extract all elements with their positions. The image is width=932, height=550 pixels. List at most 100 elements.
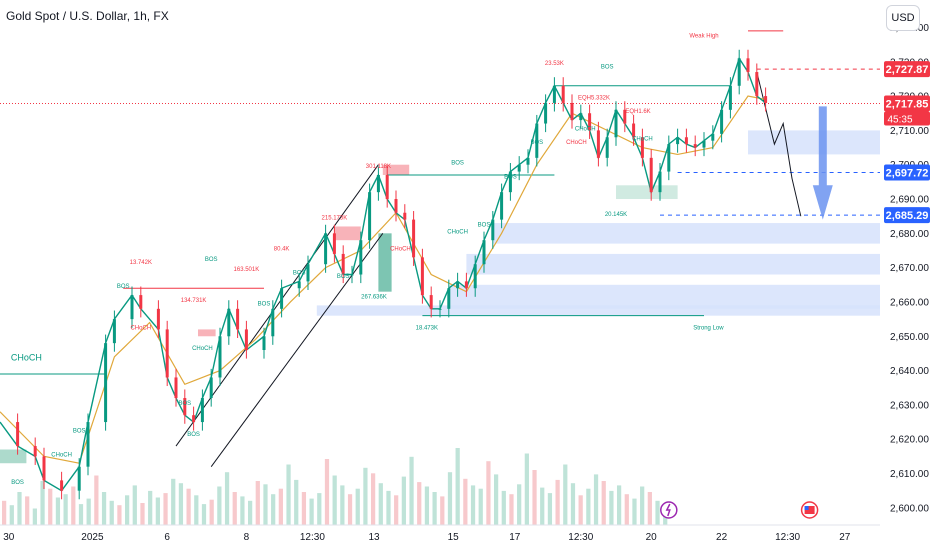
candle-body <box>649 157 653 193</box>
volume-bar <box>578 495 583 525</box>
20-145k-label: 20.145K <box>605 212 627 218</box>
volume-bar <box>286 464 291 525</box>
candle-body <box>728 85 732 110</box>
x-axis[interactable]: 30 2025 6 8 12:30 13 15 17 12:30 20 22 12:30 27 <box>0 524 880 543</box>
candle-body <box>438 308 442 310</box>
volume-bar <box>9 505 14 525</box>
candle-body <box>526 157 530 165</box>
y-tick-label: 2,710.00 <box>890 126 929 137</box>
candle-body <box>420 257 424 296</box>
bos-label: BOS <box>451 161 464 167</box>
volume-bar <box>155 497 160 525</box>
price-tag-label: 2,727.87 <box>886 64 929 76</box>
zone-6 <box>0 449 27 464</box>
bos-label: BOS <box>337 274 350 280</box>
candle-body <box>271 308 275 337</box>
candle-body <box>403 212 407 220</box>
volume-bar <box>40 481 45 525</box>
candle-body <box>447 288 451 309</box>
volume-bar <box>2 500 7 525</box>
volume-bar <box>332 475 337 525</box>
volume-bar <box>224 472 230 525</box>
volume-bar <box>447 472 453 525</box>
candle-body <box>112 319 116 344</box>
candle-body <box>165 329 169 378</box>
candle-body <box>209 377 213 399</box>
price-series <box>0 49 768 500</box>
y-tick-label: 2,680.00 <box>890 229 929 240</box>
price-tag-bg <box>884 61 930 78</box>
candle-body <box>570 102 574 121</box>
volume-bar <box>148 490 153 525</box>
volume-bar <box>355 488 360 525</box>
price-tag-bg <box>884 207 930 224</box>
bos-label: BOS <box>73 428 86 434</box>
bos-label: BOS <box>11 480 24 486</box>
choch-label: CHoCH <box>575 126 596 132</box>
volume-bar <box>309 498 314 525</box>
zone-7 <box>378 233 392 292</box>
volume-bar <box>178 483 184 525</box>
301-118k-label: 301.118K <box>366 164 391 170</box>
volume-bar <box>217 486 222 525</box>
volume-bar <box>186 488 191 525</box>
volume-bar <box>271 494 276 525</box>
x-tick-label: 27 <box>839 532 851 543</box>
supply-demand-zones <box>0 130 880 464</box>
candle-body <box>711 133 715 141</box>
y-tick-label: 2,650.00 <box>890 332 929 343</box>
y-axis[interactable]: 2,600.00 2,610.00 2,620.00 2,630.00 2,640.00… <box>880 0 932 550</box>
candle-body <box>746 58 750 73</box>
structure-annotations: CHoCH BOS CHoCH BOS BOS 13.742K CHoCH BOS 134.73… <box>11 34 724 486</box>
candle-body <box>86 422 90 467</box>
candle-body <box>280 288 284 309</box>
volume-bar <box>124 495 130 525</box>
zone-0 <box>748 130 880 155</box>
volume-bar <box>340 485 345 525</box>
candle-body <box>623 109 627 124</box>
volume-bar <box>370 473 376 525</box>
volume-bar <box>555 479 560 525</box>
candle-body <box>508 171 512 193</box>
candle-body <box>693 144 697 148</box>
candle-body <box>60 480 64 491</box>
candle-body <box>218 336 222 378</box>
zone-4 <box>316 305 880 316</box>
price-labels: 2,727.87 2,717.85 2,697.72 2,685.29 45:35 <box>884 61 930 224</box>
candle-body <box>482 240 486 265</box>
eqh5-332k-label: EQH5.332K <box>578 96 610 102</box>
zone-8 <box>382 164 410 175</box>
80-4k-label: 80.4K <box>274 246 290 252</box>
channel-lower-line <box>210 233 384 467</box>
x-tick-label: 12:30 <box>300 532 325 543</box>
choch-label: CHoCH <box>566 140 587 146</box>
volume-bar <box>532 470 537 525</box>
candle-body <box>632 123 636 138</box>
x-tick-label: 20 <box>646 532 658 543</box>
volume-bar <box>440 496 445 525</box>
price-tag-label: 2,685.29 <box>886 210 929 222</box>
candle-body <box>376 175 380 193</box>
volume-bar <box>63 494 68 525</box>
volume-bar <box>25 496 30 525</box>
volume-bar <box>409 456 414 525</box>
zone-5 <box>616 185 678 200</box>
currency-button[interactable]: USD <box>886 5 920 31</box>
event-markers[interactable] <box>660 501 819 519</box>
candle-body <box>42 456 46 481</box>
volume-bar <box>509 494 514 525</box>
volume-bar <box>363 467 368 525</box>
volume-bar <box>424 486 430 525</box>
volume-bar <box>386 490 391 525</box>
candle-body <box>517 164 521 172</box>
zone-3 <box>448 284 880 309</box>
candle-body <box>561 85 565 103</box>
volume-bar <box>586 488 591 525</box>
volume-bar <box>101 492 107 525</box>
candle-body <box>491 219 495 241</box>
candle-body <box>262 336 266 350</box>
candle-body <box>200 398 204 423</box>
x-tick-label: 15 <box>448 532 460 543</box>
candle-body <box>596 130 600 158</box>
